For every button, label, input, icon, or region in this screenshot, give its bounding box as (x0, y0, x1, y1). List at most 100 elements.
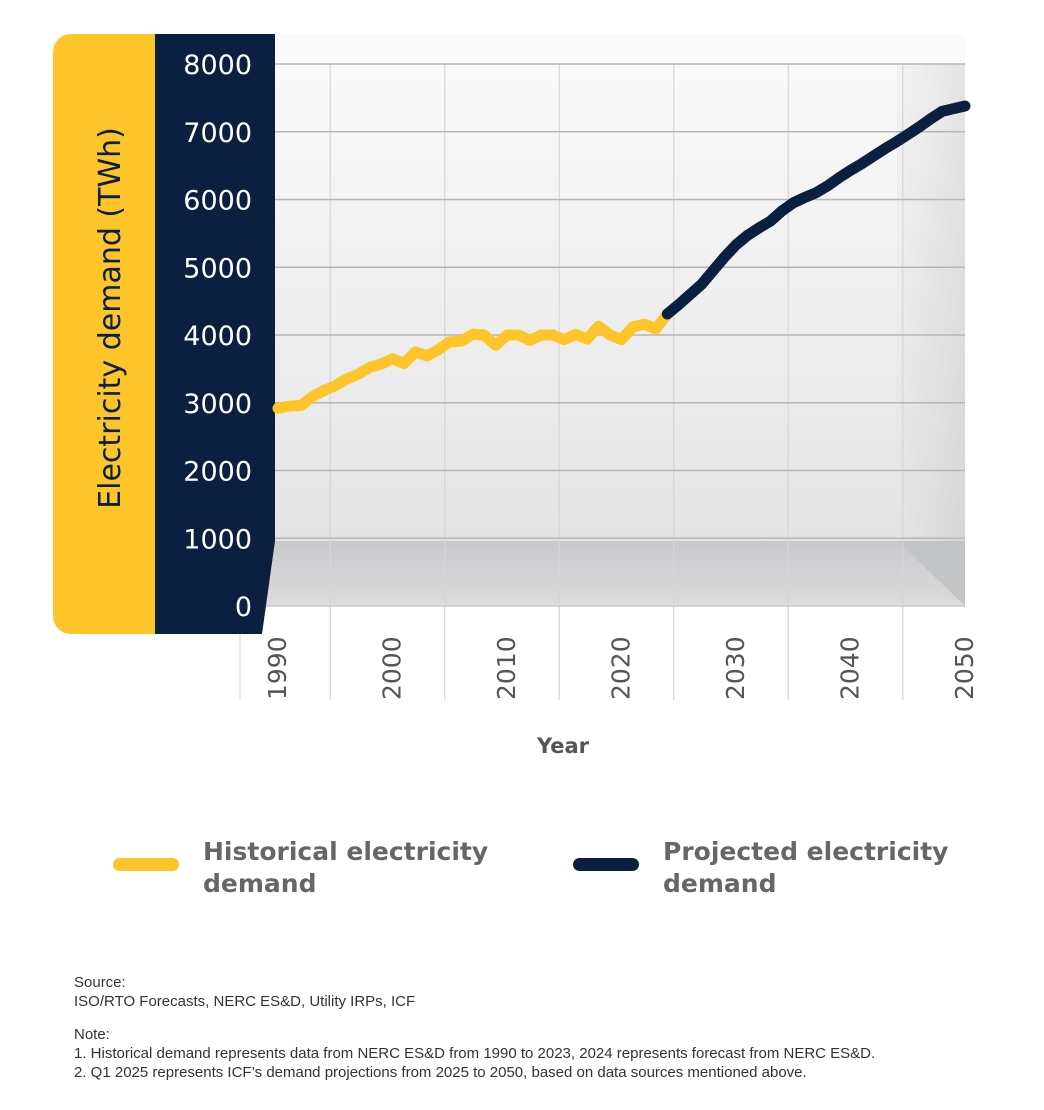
x-tick-label: 2000 (378, 636, 407, 700)
x-tick-label: 2050 (950, 636, 979, 700)
historical-data-point (458, 338, 465, 345)
projected-data-point (836, 174, 843, 181)
x-axis-title: Year (536, 734, 590, 758)
y-tick-label: 2000 (183, 457, 252, 488)
y-tick-label: 7000 (183, 118, 252, 149)
x-tick-label: 2030 (721, 636, 750, 700)
projected-data-point (813, 189, 820, 196)
projected-data-point (710, 267, 717, 274)
historical-data-point (572, 331, 579, 338)
y-tick-label: 6000 (183, 186, 252, 217)
historical-data-point (332, 382, 339, 389)
historical-data-point (355, 371, 362, 378)
historical-data-point (309, 393, 316, 400)
projected-data-point (801, 194, 808, 201)
source-title: Source: (74, 974, 126, 991)
historical-data-point (400, 360, 407, 367)
projected-data-point (847, 167, 854, 174)
note-1: 1. Historical demand represents data fro… (74, 1045, 876, 1062)
historical-data-point (492, 342, 499, 349)
historical-data-point (526, 337, 533, 344)
x-tick-label: 1990 (263, 636, 292, 700)
plot-back-wall (265, 34, 965, 541)
historical-data-point (641, 321, 648, 328)
note-2: 2. Q1 2025 represents ICF’s demand proje… (74, 1064, 807, 1081)
plot-floor-side (897, 541, 965, 606)
projected-data-point (698, 281, 705, 288)
historical-data-point (629, 323, 636, 330)
projected-data-point (881, 145, 888, 152)
historical-data-point (286, 403, 293, 410)
historical-data-point (446, 338, 453, 345)
projected-data-point (950, 105, 957, 112)
projected-data-point (824, 182, 831, 189)
projected-data-point (664, 310, 671, 317)
projected-data-point (687, 291, 694, 298)
historical-data-point (275, 405, 281, 412)
legend-item-projected: Projected electricity demand (573, 836, 963, 900)
historical-data-point (297, 402, 304, 409)
historical-data-point (481, 332, 488, 338)
legend-swatch-projected (573, 858, 639, 871)
projected-data-point (733, 241, 739, 248)
projected-data-point (675, 301, 682, 308)
y-tick-label: 1000 (183, 524, 252, 555)
historical-data-point (378, 361, 385, 368)
historical-data-point (320, 387, 327, 394)
projected-data-point (893, 138, 900, 145)
y-title-panel (53, 34, 183, 634)
legend-swatch-historical (113, 858, 179, 871)
historical-data-point (515, 332, 522, 338)
y-tick-label: 3000 (183, 389, 252, 420)
footnotes: Source: ISO/RTO Forecasts, NERC ES&D, Ut… (74, 973, 875, 1082)
historical-data-point (652, 325, 659, 332)
chart: Electricity demand (TWh) 0 1000 2000 3000 40… (53, 34, 979, 758)
projected-data-point (939, 108, 946, 115)
projected-data-point (721, 254, 728, 261)
projected-data-point (904, 131, 911, 138)
legend-label-line: demand (203, 869, 317, 898)
projected-data-point (962, 103, 968, 110)
historical-data-point (595, 323, 602, 330)
historical-data-point (618, 336, 625, 343)
historical-data-point (607, 332, 614, 338)
y-tick-label: 5000 (183, 253, 252, 284)
historical-data-point (538, 332, 545, 338)
historical-data-point (549, 332, 556, 338)
projected-data-point (790, 199, 797, 206)
legend-label-line: Projected electricity (663, 837, 949, 866)
historical-data-point (412, 348, 419, 355)
historical-data-point (504, 332, 510, 338)
historical-data-point (389, 355, 396, 362)
x-tick-label: 2010 (492, 636, 521, 700)
legend-label-line: Historical electricity (203, 837, 489, 866)
projected-data-point (778, 208, 785, 215)
historical-data-point (366, 364, 373, 371)
projected-data-point (767, 218, 774, 225)
y-axis-title: Electricity demand (TWh) (93, 127, 128, 509)
historical-data-point (423, 353, 430, 360)
projected-data-point (927, 115, 934, 122)
y-axis-panel (155, 34, 275, 634)
projected-data-point (870, 153, 877, 160)
y-tick-label: 4000 (183, 321, 252, 352)
historical-data-point (469, 331, 476, 338)
legend-label-projected: Projected electricity demand (663, 836, 963, 900)
historical-data-point (435, 346, 442, 353)
note-title: Note: (74, 1026, 110, 1043)
historical-data-point (584, 336, 591, 343)
plot-floor (265, 541, 965, 606)
legend-item-historical: Historical electricity demand (113, 836, 503, 900)
legend-label-historical: Historical electricity demand (203, 836, 503, 900)
projected-data-point (744, 232, 751, 239)
y-tick-label: 8000 (183, 50, 252, 81)
historical-data-point (343, 376, 350, 383)
plot-side-wall (897, 64, 965, 541)
legend-label-line: demand (663, 869, 777, 898)
projected-data-point (755, 224, 762, 231)
y-tick-label: 0 (235, 592, 252, 623)
projected-data-point (916, 124, 923, 131)
x-tick-label: 2020 (607, 636, 636, 700)
projected-data-point (858, 160, 865, 167)
source-text: ISO/RTO Forecasts, NERC ES&D, Utility IR… (74, 993, 416, 1010)
